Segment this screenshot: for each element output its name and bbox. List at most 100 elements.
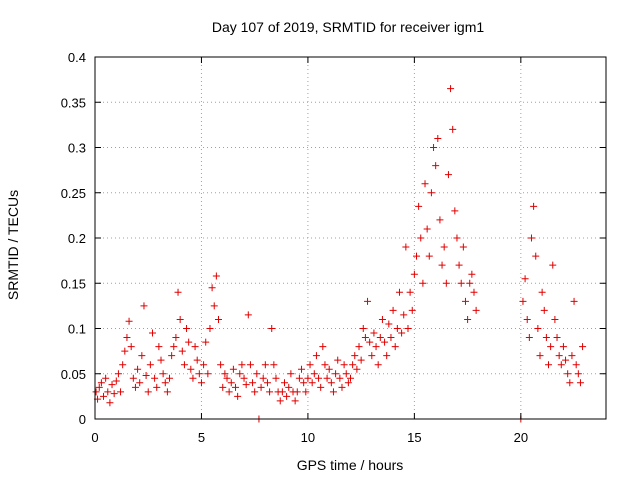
data-point — [191, 343, 199, 351]
data-point — [178, 347, 186, 355]
data-point — [187, 365, 195, 373]
data-point — [404, 325, 412, 332]
data-point — [212, 272, 220, 280]
data-point — [357, 356, 365, 364]
x-tick-label: 15 — [407, 430, 421, 445]
data-point — [334, 356, 342, 364]
data-point — [432, 162, 440, 170]
data-point — [261, 361, 269, 369]
y-tick-label: 0.35 — [61, 95, 86, 110]
data-point — [349, 361, 357, 369]
data-point — [225, 388, 233, 396]
data-point — [540, 306, 548, 314]
data-point — [317, 383, 325, 391]
data-point — [221, 370, 229, 378]
data-point — [378, 315, 386, 323]
axis-tick-labels: 0 0.05 0.1 0.15 0.2 0.25 0.3 0.35 0.4 0 5 10 15 20 — [61, 50, 528, 445]
data-point — [195, 370, 203, 378]
data-point — [440, 243, 448, 251]
data-point — [268, 325, 276, 332]
data-point — [238, 361, 246, 369]
data-point — [576, 379, 584, 387]
data-point — [300, 379, 308, 387]
data-point — [551, 315, 559, 323]
data-point — [329, 388, 337, 396]
y-tick-label: 0.4 — [68, 50, 86, 65]
data-point — [293, 388, 301, 396]
data-point — [395, 288, 403, 296]
data-point — [108, 381, 116, 389]
data-point — [466, 279, 474, 287]
data-point — [276, 397, 284, 405]
data-point — [291, 397, 299, 405]
data-point — [366, 338, 374, 346]
data-point — [176, 315, 184, 323]
data-point — [449, 125, 457, 133]
data-point — [447, 85, 455, 93]
data-point — [110, 390, 118, 398]
data-point — [530, 202, 538, 210]
data-point — [361, 334, 369, 342]
data-point — [340, 361, 348, 369]
data-point — [568, 352, 576, 360]
data-point — [417, 234, 425, 242]
data-point — [185, 338, 193, 346]
data-point — [570, 297, 578, 305]
data-point — [400, 311, 408, 319]
data-point — [391, 343, 399, 351]
data-point — [559, 343, 567, 351]
y-tick-label: 0.2 — [68, 231, 86, 246]
data-point — [206, 325, 214, 332]
data-point — [283, 392, 291, 400]
data-point — [240, 374, 248, 382]
data-point — [372, 343, 380, 351]
data-point — [519, 297, 527, 305]
data-point — [434, 134, 442, 142]
data-point — [217, 361, 225, 369]
data-point — [168, 352, 176, 360]
data-point — [308, 379, 316, 387]
grid-lines — [95, 57, 606, 419]
data-point — [521, 275, 529, 283]
data-point — [142, 372, 150, 380]
y-tick-label: 0.1 — [68, 322, 86, 337]
data-point — [442, 279, 450, 287]
data-point — [574, 370, 582, 378]
data-point — [257, 383, 265, 391]
data-point — [327, 379, 335, 387]
data-point — [332, 370, 340, 378]
data-point — [306, 361, 314, 369]
data-point — [410, 270, 418, 278]
data-point — [200, 361, 208, 369]
data-point — [232, 383, 240, 391]
data-point — [336, 374, 344, 382]
data-point — [542, 334, 550, 342]
data-point — [172, 334, 180, 342]
data-point — [351, 352, 359, 360]
data-point — [302, 388, 310, 396]
data-point — [383, 352, 391, 360]
data-point — [244, 311, 252, 319]
data-point — [204, 370, 212, 378]
data-point — [227, 379, 235, 387]
data-point — [234, 392, 242, 400]
data-point — [117, 388, 125, 396]
data-point — [538, 288, 546, 296]
data-point — [455, 261, 463, 269]
data-point — [151, 374, 159, 382]
data-point — [557, 361, 565, 369]
axis-ticks — [94, 56, 606, 420]
data-point — [202, 338, 210, 346]
data-point — [444, 171, 452, 179]
x-axis-label: GPS time / hours — [297, 457, 404, 473]
data-point — [114, 370, 122, 378]
data-point — [214, 315, 222, 323]
data-point — [161, 379, 169, 387]
data-point — [319, 343, 327, 351]
data-point — [193, 356, 201, 364]
data-point — [242, 381, 250, 389]
data-point — [153, 383, 161, 391]
data-point — [553, 334, 561, 342]
data-point — [106, 399, 114, 407]
data-point — [112, 377, 120, 385]
